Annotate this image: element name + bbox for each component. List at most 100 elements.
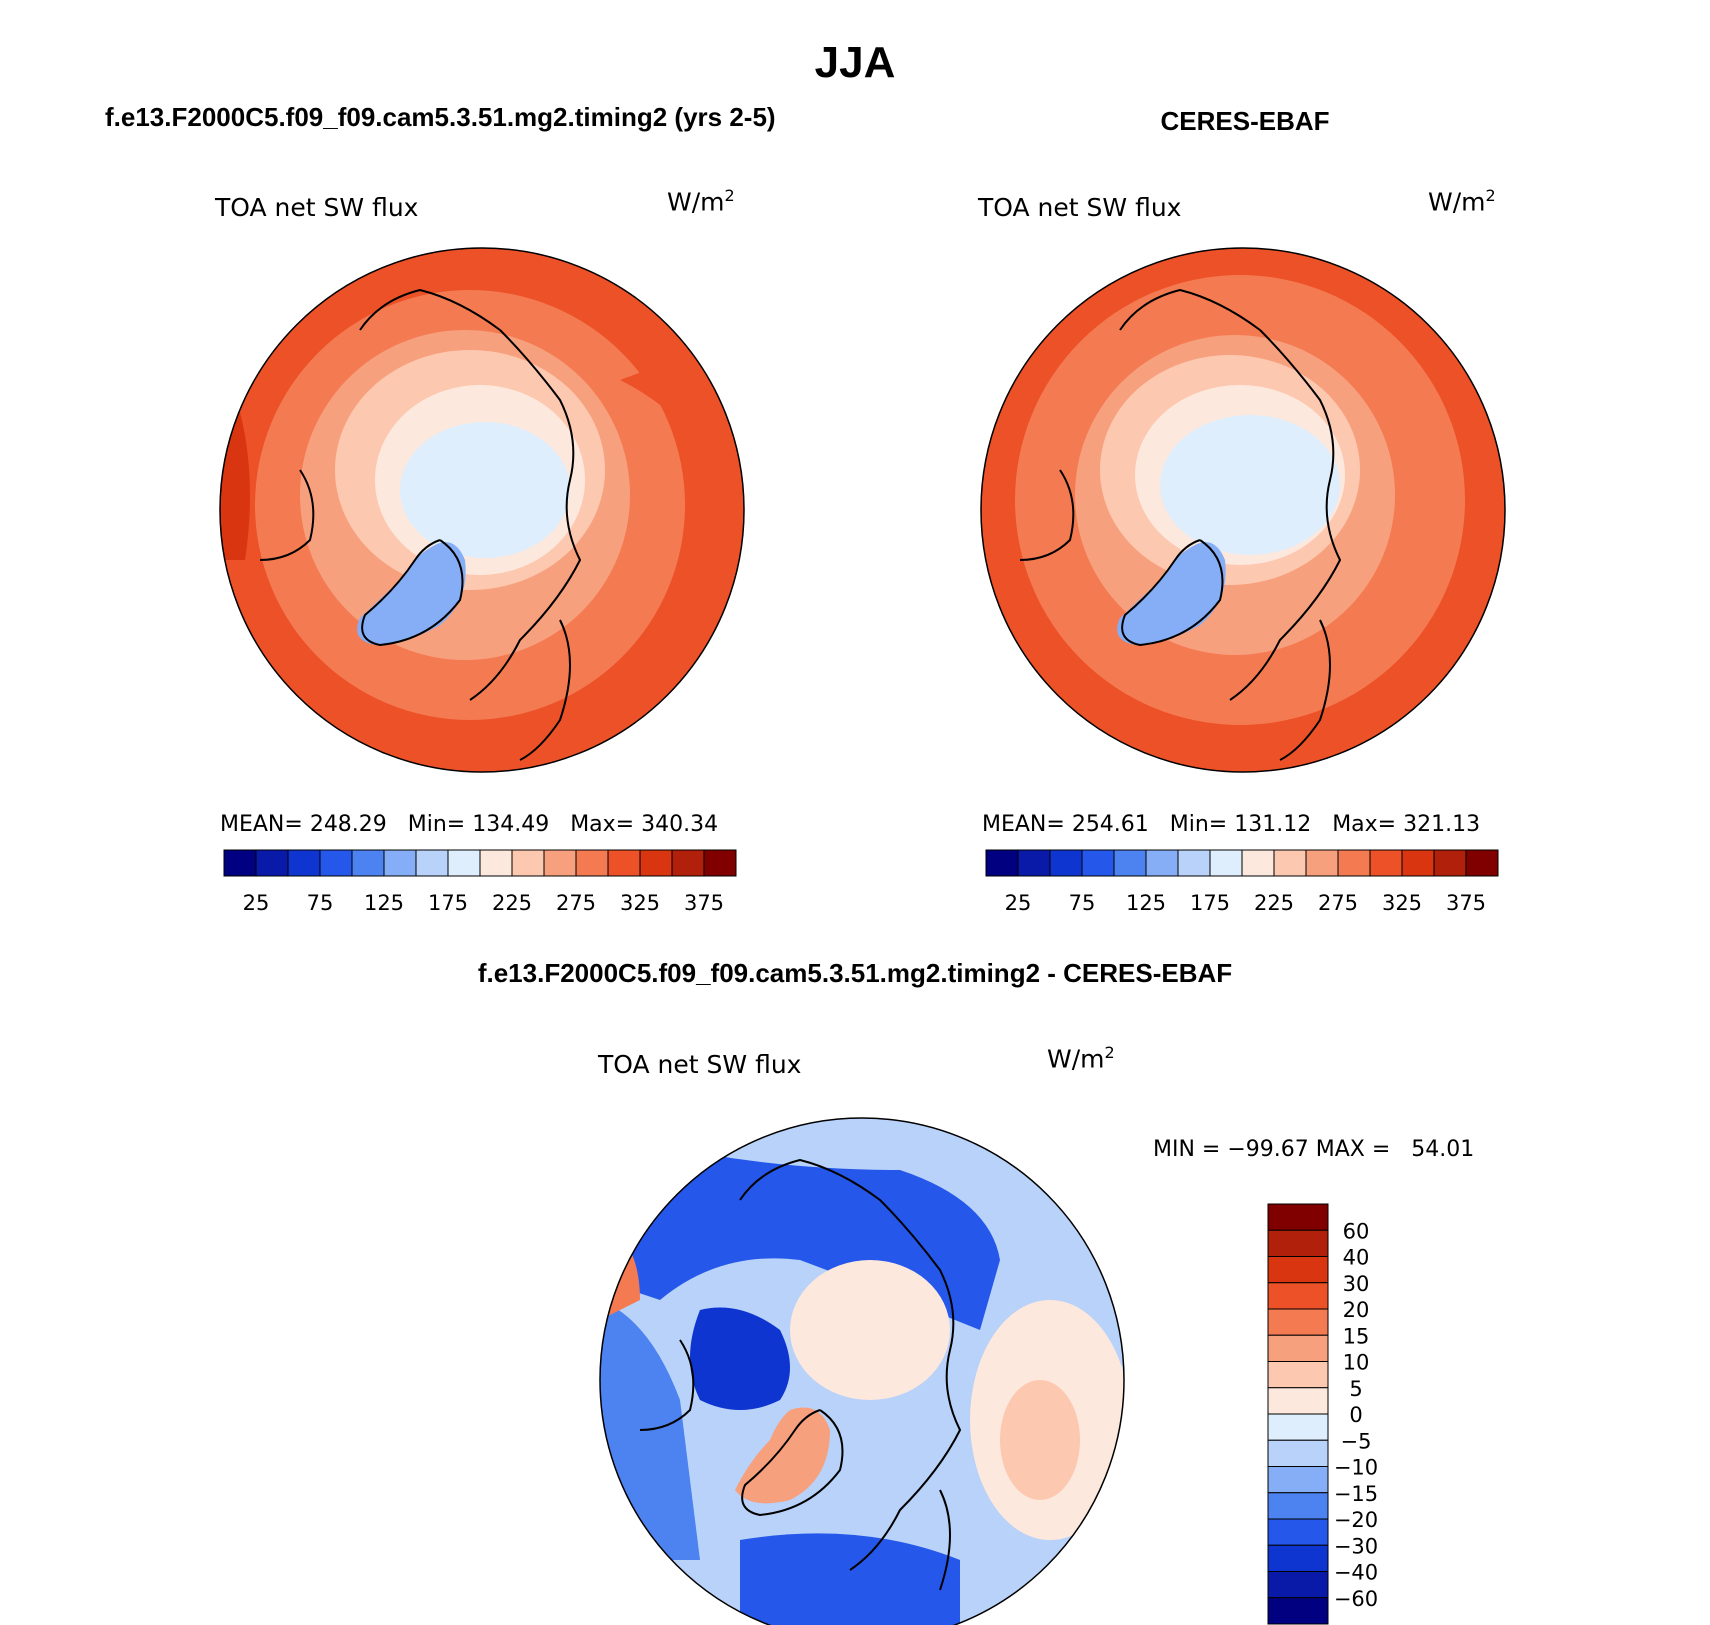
model-panel-header: f.e13.F2000C5.f09_f09.cam5.3.51.mg2.timi… xyxy=(105,102,776,132)
obs-units-exp: 2 xyxy=(1485,186,1496,205)
diff-colorbar-swatch xyxy=(1267,1571,1329,1599)
model-coastlines xyxy=(259,288,582,761)
obs-colorbar-swatch xyxy=(1081,849,1115,877)
model-colorbar-tick-label: 325 xyxy=(620,891,660,915)
obs-colorbar-swatch xyxy=(1273,849,1307,877)
obs-colorbar-swatch xyxy=(985,849,1019,877)
obs-colorbar-tick-label: 275 xyxy=(1318,891,1358,915)
obs-colorbar-swatch xyxy=(1433,849,1467,877)
model-units-exp: 2 xyxy=(724,186,735,205)
obs-colorbar-tick-label: 75 xyxy=(1069,891,1096,915)
model-colorbar-tick-label: 175 xyxy=(428,891,468,915)
diff-south-negative xyxy=(740,1533,960,1625)
model-colorbar-swatch xyxy=(255,849,289,877)
diff-colorbar-swatch xyxy=(1267,1466,1329,1494)
diff-colorbar-tick-label: −5 xyxy=(1341,1429,1372,1453)
model-colorbar-swatch xyxy=(671,849,705,877)
diff-panel-header: f.e13.F2000C5.f09_f09.cam5.3.51.mg2.timi… xyxy=(477,958,1233,988)
diff-colorbar-swatch xyxy=(1267,1387,1329,1415)
model-colorbar-tick-label: 125 xyxy=(364,891,404,915)
diff-colorbar-swatch xyxy=(1267,1413,1329,1441)
obs-colorbar: 25 75 125 175 225 275 325 375 xyxy=(985,849,1499,915)
diff-colorbar-tick-label: −20 xyxy=(1334,1508,1378,1532)
diff-greenland-positive xyxy=(735,1407,830,1504)
diff-units-label: W/m2 xyxy=(1047,1043,1115,1073)
obs-colorbar-swatch xyxy=(1209,849,1243,877)
model-colorbar-tick-label: 275 xyxy=(556,891,596,915)
diff-colorbar-swatch xyxy=(1267,1492,1329,1520)
model-colorbar-tick-label: 375 xyxy=(684,891,724,915)
obs-colorbar-swatch xyxy=(1113,849,1147,877)
model-colorbar-swatch xyxy=(511,849,545,877)
obs-polar-map xyxy=(981,248,1505,772)
model-colorbar-tick-label: 225 xyxy=(492,891,532,915)
obs-colorbar-tick-label: 175 xyxy=(1190,891,1230,915)
diff-map-border xyxy=(599,1117,1125,1625)
model-greenland-ice xyxy=(357,542,466,645)
model-colorbar-swatch xyxy=(479,849,513,877)
obs-colorbar-tick-label: 25 xyxy=(1005,891,1032,915)
diff-colorbar-swatch xyxy=(1267,1439,1329,1467)
obs-map-border xyxy=(980,247,1506,773)
diff-near-zero-central xyxy=(790,1260,950,1400)
model-colorbar-swatch xyxy=(639,849,673,877)
obs-colorbar-tick-label: 225 xyxy=(1254,891,1294,915)
obs-colorbar-swatch xyxy=(1145,849,1179,877)
diff-colorbar-swatch xyxy=(1267,1256,1329,1284)
model-colorbar-swatch xyxy=(447,849,481,877)
diff-colorbar-swatch xyxy=(1267,1229,1329,1257)
diff-colorbar-tick-label: 10 xyxy=(1343,1351,1370,1375)
model-colorbar-swatch xyxy=(319,849,353,877)
obs-colorbar-swatch xyxy=(1177,849,1211,877)
diff-colorbar-swatch xyxy=(1267,1334,1329,1362)
diff-colorbar-swatch xyxy=(1267,1518,1329,1546)
model-colorbar-swatch xyxy=(607,849,641,877)
obs-stats: MEAN= 254.61 Min= 131.12 Max= 321.13 xyxy=(982,812,1481,837)
model-colorbar-tick-label: 25 xyxy=(243,891,270,915)
diff-colorbar-tick-label: 40 xyxy=(1343,1246,1370,1270)
obs-panel-header: CERES-EBAF xyxy=(1160,106,1330,136)
obs-colorbar-swatch xyxy=(1305,849,1339,877)
obs-colorbar-swatch xyxy=(1401,849,1435,877)
model-map-border xyxy=(219,247,745,773)
obs-colorbar-swatch xyxy=(1369,849,1403,877)
diff-colorbar-tick-label: 30 xyxy=(1343,1272,1370,1296)
model-units-label: W/m2 xyxy=(667,186,735,216)
diff-colorbar-swatch xyxy=(1267,1361,1329,1389)
diff-positive-area-east-core xyxy=(1000,1380,1080,1500)
model-colorbar-swatch xyxy=(543,849,577,877)
figure-title: JJA xyxy=(814,38,896,87)
model-arctic-sea-ice xyxy=(400,422,570,558)
diff-units-exp: 2 xyxy=(1104,1043,1115,1062)
diff-stats: MIN = −99.67 MAX = 54.01 xyxy=(1153,1137,1475,1162)
model-variable-label: TOA net SW flux xyxy=(215,193,419,222)
obs-colorbar-tick-label: 325 xyxy=(1382,891,1422,915)
diff-colorbar-tick-label: −10 xyxy=(1334,1456,1378,1480)
diff-colorbar-tick-label: −40 xyxy=(1334,1561,1378,1585)
obs-variable-label: TOA net SW flux xyxy=(978,193,1182,222)
model-colorbar-swatch xyxy=(223,849,257,877)
obs-arctic-sea-ice xyxy=(1160,415,1340,555)
model-colorbar-swatch xyxy=(351,849,385,877)
model-colorbar-swatch xyxy=(287,849,321,877)
model-west-basin-high xyxy=(220,360,250,560)
model-colorbar-tick-label: 75 xyxy=(307,891,334,915)
diff-colorbar-tick-label: 0 xyxy=(1349,1403,1362,1427)
diff-colorbar-tick-label: 60 xyxy=(1343,1219,1370,1243)
diff-units-base: W/m xyxy=(1047,1044,1105,1074)
model-east-basin-high xyxy=(620,330,744,700)
diff-variable-label: TOA net SW flux xyxy=(598,1050,802,1079)
obs-colorbar-swatch xyxy=(1017,849,1051,877)
diff-colorbar-swatch xyxy=(1267,1203,1329,1231)
model-colorbar: 25 75 125 175 225 275 325 375 xyxy=(223,849,737,915)
obs-units-label: W/m2 xyxy=(1428,186,1496,216)
obs-colorbar-swatch xyxy=(1465,849,1499,877)
diff-strong-negative-archipelago xyxy=(690,1307,790,1410)
diff-colorbar-swatch xyxy=(1267,1308,1329,1336)
model-colorbar-swatch xyxy=(575,849,609,877)
diff-colorbar-tick-label: 15 xyxy=(1343,1324,1370,1348)
model-units-base: W/m xyxy=(667,187,725,217)
model-colorbar-swatch xyxy=(703,849,737,877)
obs-units-base: W/m xyxy=(1428,187,1486,217)
